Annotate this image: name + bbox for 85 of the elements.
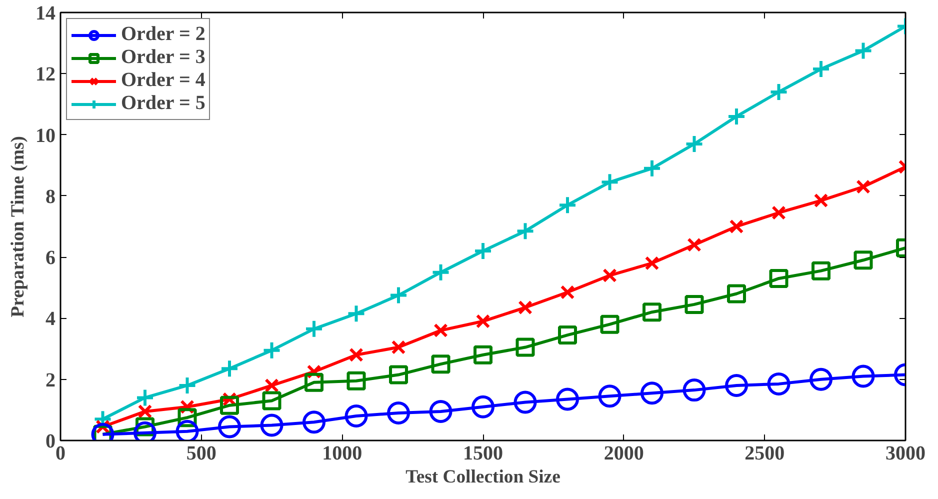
y-axis-title: Preparation Time (ms): [8, 136, 28, 318]
point: [218, 415, 241, 438]
point: [346, 371, 366, 390]
point: [558, 196, 577, 215]
point: [856, 180, 870, 194]
x-tick-label: 1000: [322, 442, 362, 464]
y-tick-label: 12: [36, 64, 56, 86]
point: [260, 414, 284, 437]
legend-label: Order = 3: [121, 46, 206, 69]
y-tick-label: 2: [46, 369, 56, 392]
point: [854, 41, 873, 60]
point: [600, 172, 620, 192]
point: [136, 388, 154, 408]
point: [769, 82, 788, 102]
point: [434, 323, 448, 338]
point: [814, 193, 828, 208]
x-axis-title: Test Collection Size: [406, 466, 560, 488]
point: [472, 395, 494, 418]
point: [387, 402, 410, 424]
point: [725, 374, 748, 397]
y-tick-label: 14: [36, 2, 56, 24]
point: [642, 302, 662, 322]
point: [729, 219, 744, 234]
point: [560, 285, 575, 300]
point: [812, 261, 830, 280]
point: [640, 382, 664, 405]
point: [769, 268, 788, 288]
point: [431, 354, 450, 374]
point: [304, 319, 324, 338]
y-tick-label: 10: [36, 124, 56, 147]
point: [262, 391, 282, 410]
point: [138, 404, 152, 419]
point: [682, 378, 706, 402]
point: [176, 420, 199, 440]
point: [727, 106, 746, 126]
point: [391, 340, 406, 354]
point: [178, 376, 197, 395]
point: [687, 238, 702, 252]
point: [264, 378, 279, 393]
point: [684, 294, 704, 314]
point: [852, 364, 875, 388]
point: [602, 268, 617, 283]
point: [558, 326, 577, 345]
point: [644, 256, 660, 270]
legend-label: Order = 4: [121, 69, 206, 92]
point: [344, 404, 368, 428]
point: [389, 286, 408, 305]
x-tick-label: 500: [186, 442, 216, 464]
point: [600, 314, 620, 334]
point: [556, 388, 579, 411]
point: [474, 345, 492, 364]
point: [727, 284, 746, 304]
point: [516, 338, 535, 357]
point: [810, 368, 832, 391]
point: [642, 158, 662, 178]
y-tick-label: 8: [46, 186, 56, 208]
point: [429, 400, 452, 423]
y-tick-label: 6: [46, 247, 56, 270]
point: [684, 134, 704, 154]
x-tick-label: 1500: [463, 442, 503, 464]
point: [346, 304, 366, 324]
point: [304, 372, 324, 392]
point: [389, 365, 408, 384]
point: [772, 206, 786, 220]
legend-label: Order = 2: [121, 23, 206, 46]
point: [476, 314, 490, 328]
point: [854, 250, 873, 270]
point: [262, 340, 282, 360]
point: [518, 300, 532, 315]
point: [516, 222, 535, 241]
point: [220, 396, 239, 415]
point: [514, 390, 537, 414]
x-tick-label: 2500: [744, 442, 785, 464]
x-tick-label: 2000: [604, 442, 644, 464]
point: [349, 348, 364, 362]
point: [812, 60, 830, 79]
y-tick-label: 4: [46, 308, 56, 330]
point: [302, 410, 326, 434]
point: [767, 372, 790, 396]
point: [220, 359, 239, 378]
legend-label: Order = 5: [121, 92, 206, 115]
point: [598, 384, 622, 408]
x-tick-label: 3000: [886, 442, 926, 464]
point: [431, 262, 450, 282]
point: [474, 241, 492, 260]
